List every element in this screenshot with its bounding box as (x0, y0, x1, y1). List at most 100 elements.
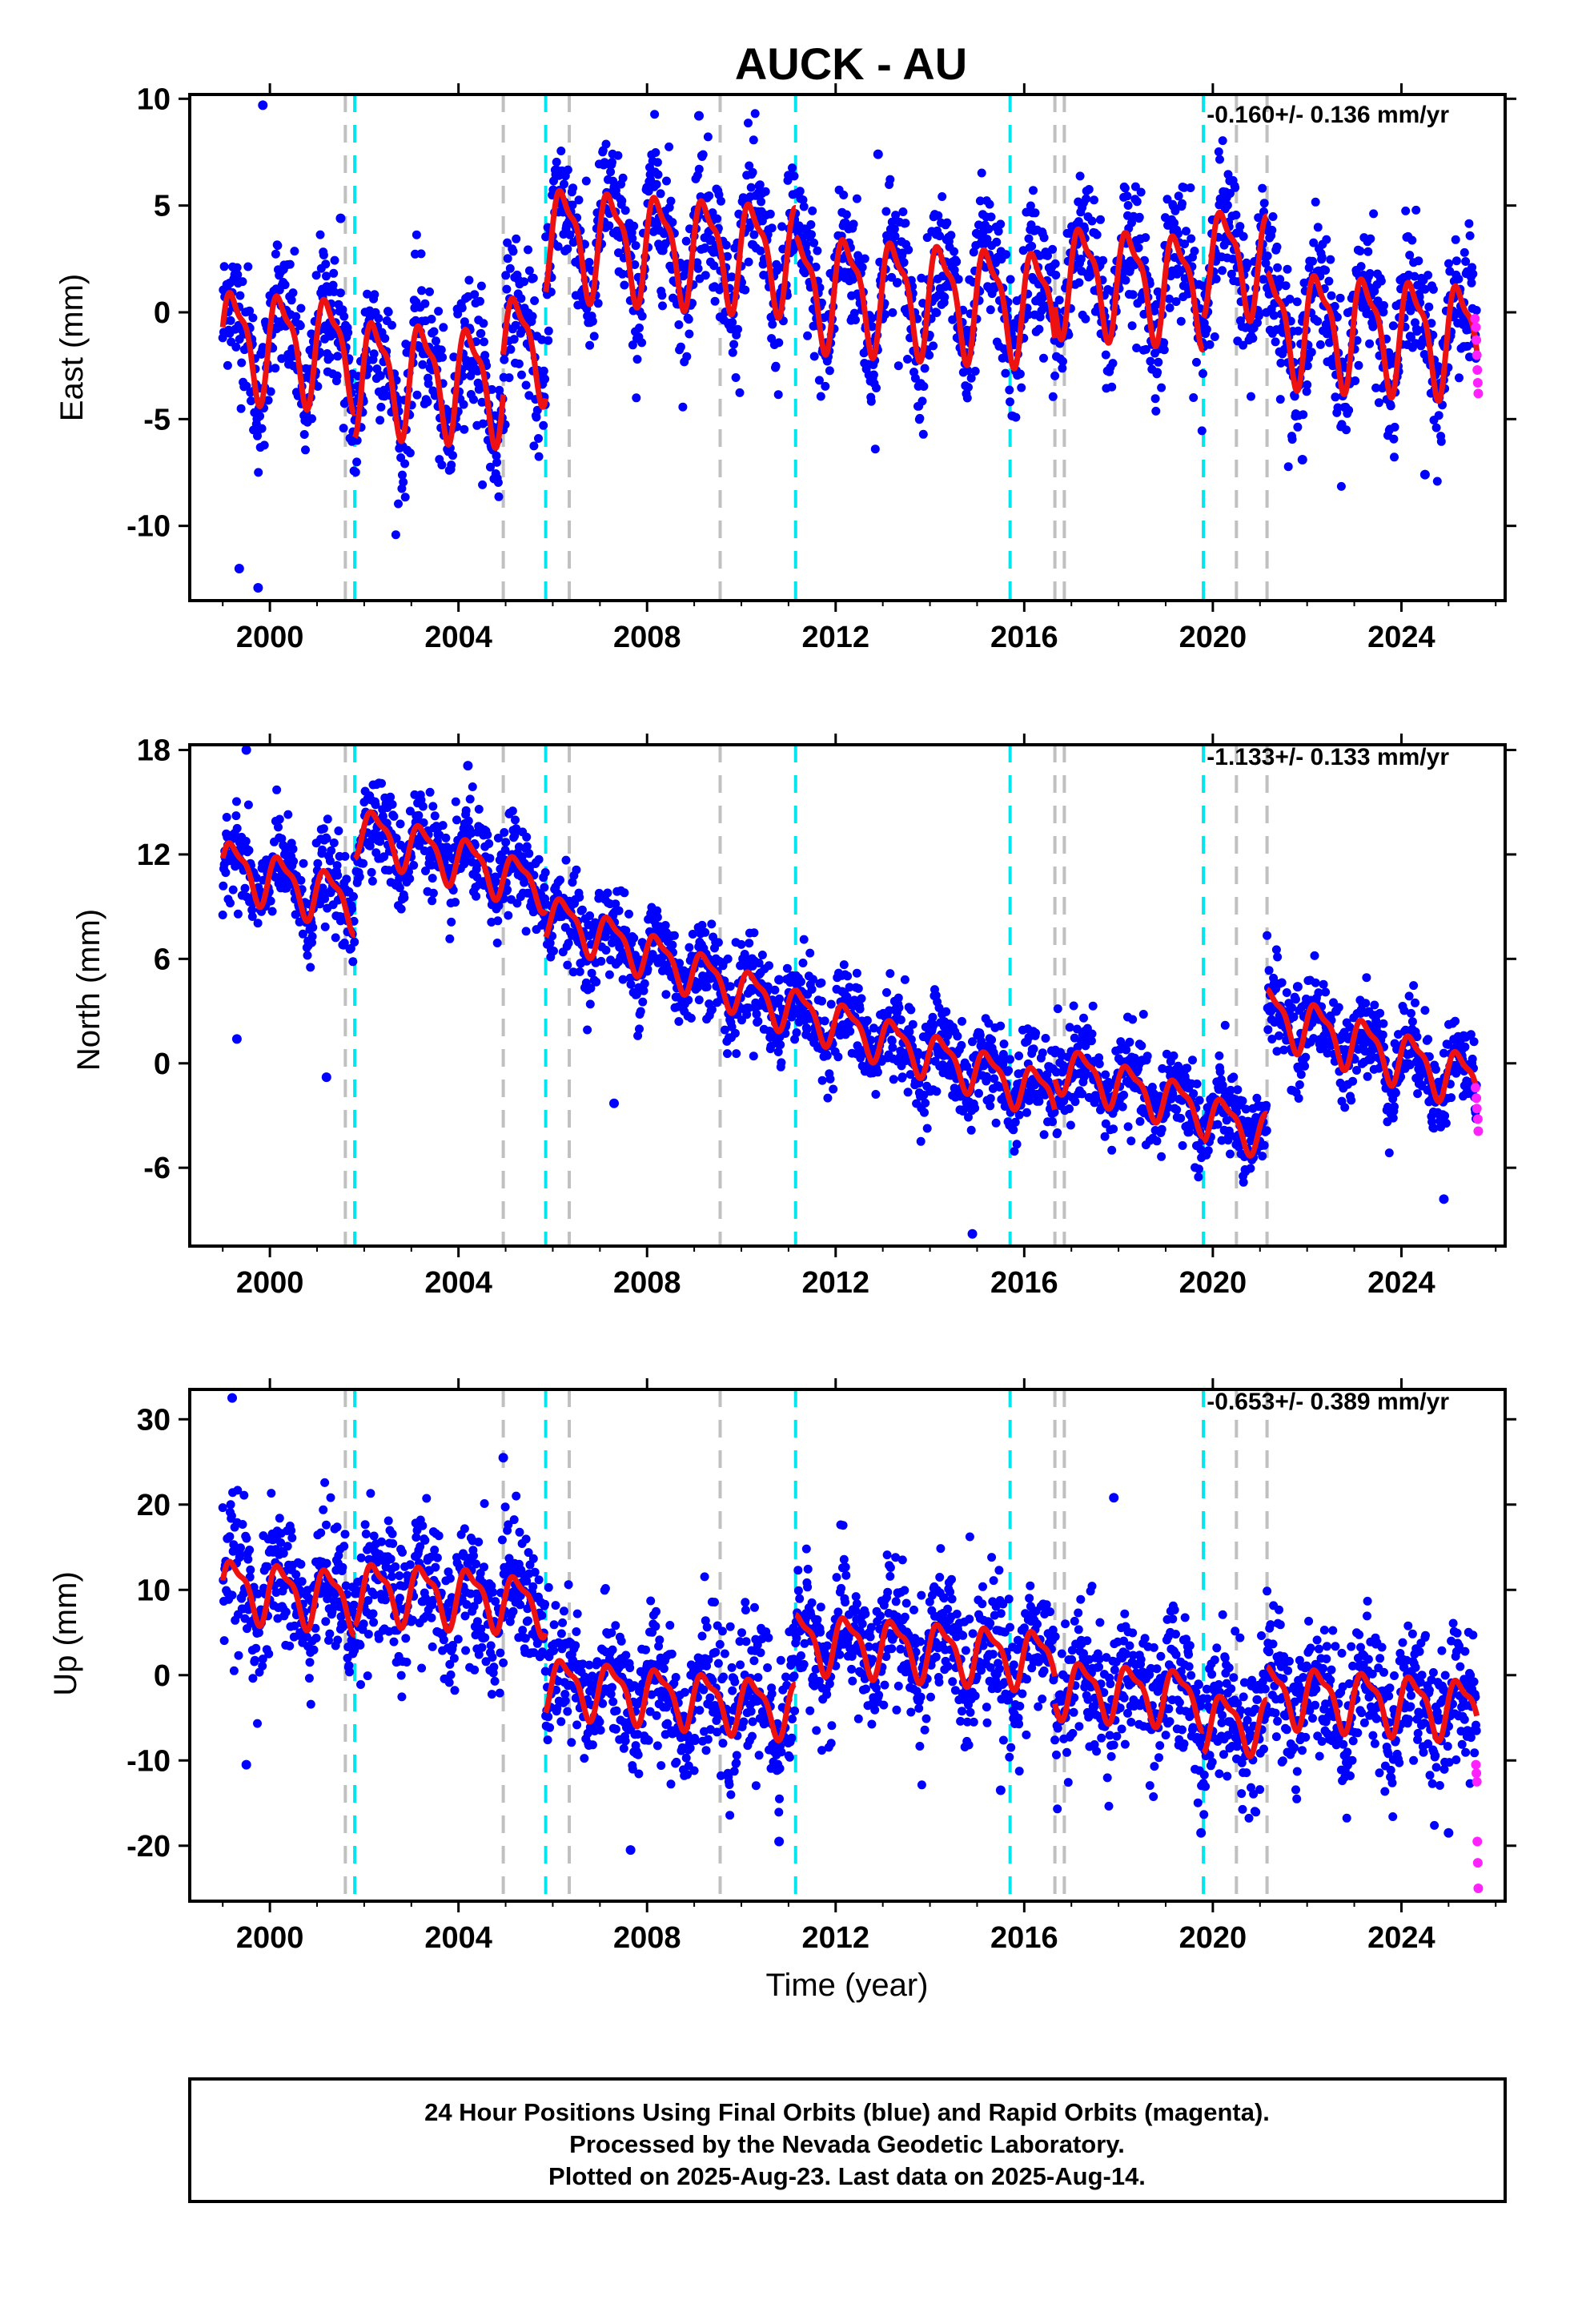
rapid-orbit-point (1473, 1126, 1484, 1136)
x-tick-label: 2016 (990, 1921, 1058, 1955)
up-data-points (218, 1393, 1481, 1856)
x-tick-label: 2016 (990, 621, 1058, 654)
plot-frame (188, 743, 1507, 1248)
y-tick-label: 0 (154, 1047, 171, 1081)
chart-title: AUCK - AU (735, 38, 967, 89)
y-tick-label: 5 (154, 190, 171, 223)
rapid-orbit-point (1470, 1083, 1480, 1093)
rapid-orbit-point (1473, 1884, 1484, 1894)
outlier-point (774, 975, 785, 985)
outlier-point (873, 149, 883, 159)
event-lines (343, 94, 1269, 601)
model-segment (500, 1574, 548, 1641)
outlier-point (694, 111, 704, 121)
model-segment (352, 809, 507, 903)
rapid-orbit-point (1472, 335, 1482, 345)
x-tick-label: 2008 (613, 621, 681, 654)
x-tick-label: 2012 (802, 621, 870, 654)
outlier-point (625, 1845, 636, 1856)
outlier-point (231, 1034, 242, 1044)
x-tick-label: 2012 (802, 1266, 870, 1300)
x-tick-label: 2012 (802, 1921, 870, 1955)
x-tick-label: 2016 (990, 1266, 1058, 1300)
model-segment (543, 187, 798, 321)
outlier-point (241, 1759, 251, 1770)
up-axes: 2000 2004 2008 2012 2016 2020 2024 30 20 10 0 -10 -2… (126, 1378, 1516, 1955)
model-segment (1201, 209, 1270, 324)
plot-frame (188, 93, 1507, 602)
footer-line-3: Plotted on 2025-Aug-23. Last data on 202… (548, 2162, 1146, 2190)
x-tick-label: 2000 (236, 1266, 304, 1300)
north-data-points (218, 745, 1481, 1239)
up-y-axis-label: Up (mm) (48, 1571, 83, 1696)
rapid-orbit-point (1471, 322, 1481, 332)
y-tick-label: 0 (154, 296, 171, 330)
x-tick-label: 2004 (424, 1266, 492, 1300)
x-tick-label: 2008 (613, 1921, 681, 1955)
model-segment (219, 1558, 357, 1638)
model-segment (793, 987, 1058, 1113)
outlier-point (1439, 1194, 1449, 1204)
model-segment (543, 896, 798, 1035)
final-orbit-points (218, 1478, 1481, 1830)
north-model-curve (219, 809, 1480, 1159)
x-tick-label: 2024 (1367, 1266, 1435, 1300)
north-y-axis-label: North (mm) (71, 909, 106, 1071)
model-segment (1052, 226, 1206, 353)
outlier-point (498, 1453, 508, 1463)
outlier-point (241, 745, 251, 755)
model-segment (1052, 1661, 1206, 1734)
y-tick-label: 20 (137, 1489, 171, 1522)
north-axes: 2000 2004 2008 2012 2016 2020 2024 18 12 6 0 -6 (137, 734, 1516, 1300)
east-data-points (218, 100, 1481, 593)
up-rate-label: -0.653+/- 0.389 mm/yr (1207, 1389, 1449, 1415)
rapid-orbit-point (1472, 1114, 1483, 1124)
y-tick-label: 6 (154, 943, 171, 976)
rapid-orbit-point (1472, 365, 1483, 375)
model-segment (1052, 1049, 1206, 1140)
y-tick-label: -20 (126, 1830, 171, 1864)
east-model-curve (219, 187, 1480, 452)
y-tick-label: 10 (137, 1574, 171, 1607)
outlier-point (1297, 455, 1307, 464)
x-tick-label: 2000 (236, 1921, 304, 1955)
rapid-orbit-point (1472, 1836, 1483, 1847)
outlier-point (258, 100, 268, 111)
footer-line-1: 24 Hour Positions Using Final Orbits (bl… (424, 2098, 1270, 2126)
x-axis-label: Time (year) (766, 1968, 929, 2003)
outlier-point (1292, 982, 1303, 992)
east-rapid-points (1470, 314, 1484, 399)
model-segment (219, 840, 357, 939)
north-rapid-points (1470, 1083, 1484, 1136)
outlier-point (253, 583, 263, 593)
y-tick-label: 0 (154, 1659, 171, 1693)
x-tick-label: 2020 (1179, 1921, 1247, 1955)
model-segment (1264, 987, 1480, 1105)
rapid-orbit-point (1472, 350, 1482, 360)
outlier-point (995, 1785, 1006, 1795)
model-segment (793, 1611, 1058, 1694)
y-tick-label: -6 (143, 1152, 171, 1185)
outlier-point (967, 1228, 978, 1239)
x-tick-label: 2020 (1179, 1266, 1247, 1300)
north-rate-label: -1.133+/- 0.133 mm/yr (1207, 744, 1449, 770)
rapid-orbit-point (1473, 388, 1484, 399)
rapid-orbit-point (1472, 1093, 1482, 1104)
outlier-point (227, 1393, 237, 1403)
final-orbit-points (218, 778, 1481, 1187)
up-panel: 2000 2004 2008 2012 2016 2020 2024 30 20 10 0 -10 -2… (48, 1378, 1516, 1955)
east-y-axis-label: East (mm) (54, 274, 90, 421)
rapid-orbit-point (1471, 1759, 1481, 1770)
rapid-orbit-point (1472, 1104, 1482, 1114)
rapid-orbit-point (1472, 1858, 1483, 1868)
y-tick-label: 12 (137, 838, 171, 872)
east-panel: 2000 2004 2008 2012 2016 2020 2024 10 5 0 -5 -10 -0… (54, 82, 1516, 654)
footer-box: 24 Hour Positions Using Final Orbits (bl… (188, 2077, 1507, 2203)
outlier-point (234, 564, 244, 573)
up-rapid-points (1471, 1759, 1484, 1894)
outlier-point (335, 213, 346, 223)
final-orbit-points (218, 109, 1481, 540)
model-segment (1201, 1693, 1270, 1759)
x-tick-label: 2004 (424, 621, 492, 654)
